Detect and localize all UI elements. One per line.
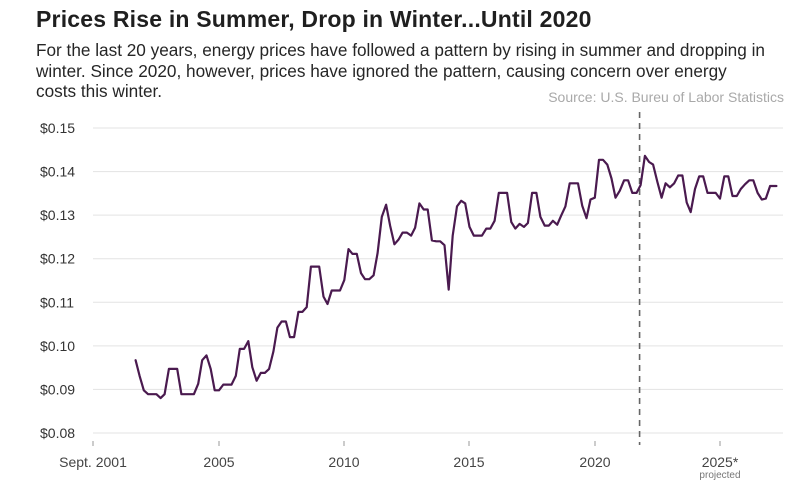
x-tick-label: 2015 bbox=[453, 454, 484, 470]
y-tick-label: $0.09 bbox=[40, 381, 75, 397]
x-axis-ticks: Sept. 2001 2005 2010 2015 2020 2025*projected bbox=[59, 441, 741, 481]
y-axis-ticks: $0.15 $0.14 $0.13 $0.12 $0.11 $0.10 $0.09 $0.08 bbox=[40, 120, 75, 441]
chart-title: Prices Rise in Summer, Drop in Winter...… bbox=[36, 6, 592, 32]
y-tick-label: $0.15 bbox=[40, 120, 75, 136]
x-tick-label: 2005 bbox=[203, 454, 234, 470]
x-tick-label: Sept. 2001 bbox=[59, 454, 127, 470]
y-tick-label: $0.10 bbox=[40, 338, 75, 354]
x-tick-label: 2025* bbox=[702, 454, 739, 470]
y-tick-label: $0.13 bbox=[40, 207, 75, 223]
series-group bbox=[134, 154, 778, 400]
source-note: Source: U.S. Bureu of Labor Statistics bbox=[548, 89, 784, 105]
y-tick-label: $0.08 bbox=[40, 425, 75, 441]
x-tick-label: 2010 bbox=[328, 454, 359, 470]
series-line bbox=[134, 154, 778, 400]
grid-lines bbox=[93, 127, 783, 434]
x-tick-note: projected bbox=[699, 470, 740, 481]
x-tick-label: 2020 bbox=[579, 454, 610, 470]
chart-subtitle: For the last 20 years, energy prices hav… bbox=[36, 40, 765, 101]
y-tick-label: $0.12 bbox=[40, 251, 75, 267]
y-tick-label: $0.14 bbox=[40, 164, 75, 180]
y-tick-label: $0.11 bbox=[40, 294, 74, 310]
